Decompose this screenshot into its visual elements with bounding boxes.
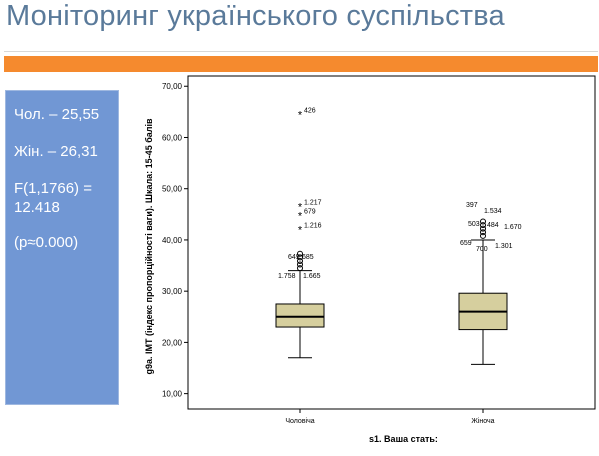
outlier-label: 1.534 bbox=[484, 208, 502, 215]
plot-area bbox=[187, 75, 596, 410]
extreme-label: 1.217 bbox=[304, 200, 322, 207]
outlier-label: 503 bbox=[468, 221, 480, 228]
extreme-star: * bbox=[298, 225, 303, 237]
outlier-label: 700 bbox=[476, 246, 488, 253]
y-tick-label: 60,00 bbox=[162, 133, 183, 142]
y-tick-label: 70,00 bbox=[162, 82, 183, 91]
y-tick-label: 40,00 bbox=[162, 236, 183, 245]
boxplot-chart: 10,00 20,00 30,00 40,00 50,00 60,00 70,00 g9a. … bbox=[128, 74, 599, 451]
y-tick-label: 30,00 bbox=[162, 287, 183, 296]
outlier-label: 1.670 bbox=[504, 224, 522, 231]
outlier-label: 685 bbox=[302, 254, 314, 261]
outlier-label: 649 bbox=[288, 254, 300, 261]
y-axis-label: g9a. ІМТ (індекс пропорційності ваги). Ш… bbox=[144, 118, 154, 374]
x-tick-label: Чоловіча bbox=[285, 417, 314, 425]
x-axis-label: s1. Ваша стать: bbox=[369, 434, 438, 444]
outlier-label: 1.301 bbox=[495, 243, 513, 250]
y-tick-label: 20,00 bbox=[162, 338, 183, 347]
outlier-label: 1.758 bbox=[278, 273, 296, 280]
x-tick-label: Жіноча bbox=[471, 417, 494, 425]
extreme-label: 426 bbox=[304, 107, 316, 114]
accent-bar bbox=[4, 56, 598, 72]
outlier-circle bbox=[297, 261, 303, 268]
outlier-circle bbox=[480, 225, 486, 232]
extreme-label: 679 bbox=[304, 208, 316, 215]
y-tick-label: 10,00 bbox=[162, 390, 183, 399]
outlier-circle bbox=[297, 265, 303, 272]
stats-panel: Чол. – 25,55 Жін. – 26,31 F(1,1766) = 12… bbox=[5, 90, 119, 405]
outlier-circle bbox=[297, 250, 303, 257]
title-divider bbox=[4, 51, 598, 52]
outlier-circle bbox=[480, 232, 486, 239]
stat-f-test: F(1,1766) = 12.418 bbox=[14, 180, 92, 216]
boxplot-svg: 10,00 20,00 30,00 40,00 50,00 60,00 70,00 g9a. … bbox=[144, 75, 596, 444]
outlier-label: 659 bbox=[460, 240, 472, 247]
stat-female-mean: Жін. – 26,31 bbox=[14, 143, 98, 160]
stat-male-mean: Чол. – 25,55 bbox=[14, 106, 100, 123]
outlier-circle bbox=[297, 254, 303, 261]
stat-p-value: (p≈0.000) bbox=[14, 234, 79, 251]
box bbox=[275, 303, 325, 328]
y-tick-label: 50,00 bbox=[162, 185, 183, 194]
outlier-circle bbox=[480, 222, 486, 229]
extreme-star: * bbox=[298, 210, 303, 222]
extreme-label: 1.216 bbox=[304, 223, 322, 230]
outlier-circle bbox=[480, 229, 486, 236]
outlier-label: 484 bbox=[487, 222, 499, 229]
extreme-star: * bbox=[298, 202, 303, 214]
outlier-circle bbox=[297, 257, 303, 264]
extreme-star: * bbox=[298, 109, 303, 121]
outlier-label: 397 bbox=[466, 202, 478, 209]
outlier-circle bbox=[480, 218, 486, 225]
slide-title: Моніторинг українського суспільства bbox=[6, 0, 505, 32]
outlier-label: 1.665 bbox=[303, 273, 321, 280]
